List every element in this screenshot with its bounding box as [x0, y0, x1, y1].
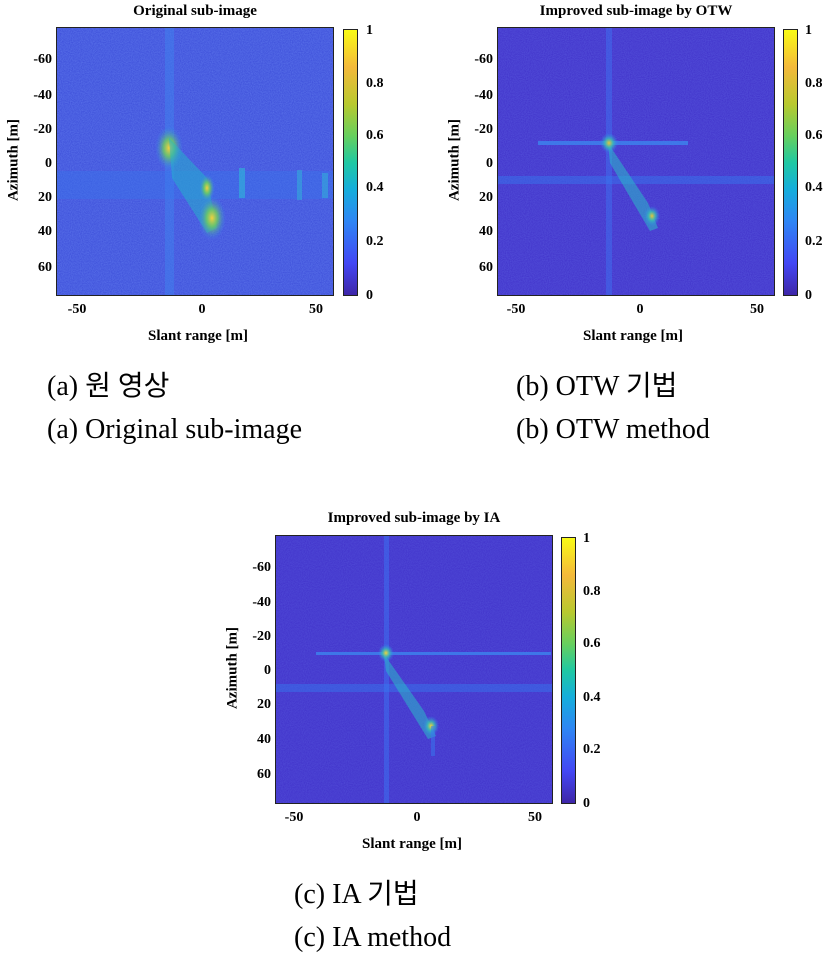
x-tick: 50: [309, 302, 323, 317]
x-tick: 50: [750, 302, 764, 317]
colorbar-tick: 0.6: [583, 636, 601, 651]
colorbar-tick: 0.8: [583, 584, 601, 599]
y-tick: 20: [38, 190, 52, 205]
colorbar-tick: 0: [805, 288, 812, 303]
y-tick: 40: [479, 224, 493, 239]
plot-title: Original sub-image: [133, 3, 257, 19]
sar-image-canvas: [498, 28, 774, 295]
colorbar-tick: 0.4: [805, 180, 823, 195]
colorbar-tick: 0.4: [366, 180, 384, 195]
caption-korean: (a) 원 영상: [47, 371, 170, 402]
colorbar-tick: 0.2: [805, 234, 823, 249]
y-axis-label: Azimuth [m]: [5, 118, 22, 202]
x-tick: 0: [198, 302, 206, 317]
colorbar-tick: 0: [583, 796, 590, 811]
colorbar-tick: 1: [805, 23, 812, 38]
x-tick: -50: [284, 810, 304, 825]
colorbar: [343, 29, 358, 296]
y-tick: 0: [486, 156, 493, 171]
colorbar-tick: 0.8: [805, 76, 823, 91]
x-axis-label: Slant range [m]: [583, 328, 683, 344]
y-tick: -60: [252, 560, 271, 575]
sar-image-original: [56, 27, 334, 296]
y-tick: 40: [38, 224, 52, 239]
y-tick: 60: [38, 260, 52, 275]
x-tick: 0: [413, 810, 421, 825]
y-axis-label: Azimuth [m]: [446, 118, 463, 202]
sar-image-canvas: [57, 28, 333, 295]
colorbar-tick: 0.2: [583, 742, 601, 757]
colorbar-tick: 0.8: [366, 76, 384, 91]
y-tick: -40: [474, 88, 493, 103]
y-tick: 60: [479, 260, 493, 275]
colorbar-tick: 0.6: [366, 128, 384, 143]
y-tick: -40: [33, 88, 52, 103]
sar-image-otw: [497, 27, 775, 296]
plot-title: Improved sub-image by IA: [327, 510, 501, 526]
x-tick: 50: [528, 810, 542, 825]
y-tick: 0: [45, 156, 52, 171]
y-tick: 0: [264, 663, 271, 678]
y-axis-label: Azimuth [m]: [224, 626, 241, 710]
caption-korean: (c) IA 기법: [294, 879, 419, 910]
colorbar-tick: 0.4: [583, 690, 601, 705]
colorbar: [783, 29, 798, 296]
caption-english: (c) IA method: [294, 922, 452, 953]
y-tick: 60: [257, 767, 271, 782]
y-tick: 40: [257, 732, 271, 747]
caption-english: (b) OTW method: [516, 414, 710, 445]
y-tick: -20: [33, 122, 52, 137]
colorbar-tick: 1: [583, 531, 590, 546]
caption-korean: (b) OTW 기법: [516, 371, 678, 402]
x-tick: -50: [67, 302, 87, 317]
x-axis-label: Slant range [m]: [362, 836, 462, 852]
x-tick: 0: [636, 302, 644, 317]
y-tick: -40: [252, 595, 271, 610]
plot-title: Improved sub-image by OTW: [539, 3, 733, 19]
colorbar-tick: 0.2: [366, 234, 384, 249]
x-tick: -50: [506, 302, 526, 317]
colorbar-tick: 1: [366, 23, 373, 38]
colorbar-tick: 0.6: [805, 128, 823, 143]
caption-english: (a) Original sub-image: [47, 414, 303, 445]
colorbar: [561, 537, 576, 804]
sar-image-ia: [275, 535, 553, 804]
x-axis-label: Slant range [m]: [148, 328, 248, 344]
sar-image-canvas: [276, 536, 552, 803]
colorbar-tick: 0: [366, 288, 373, 303]
y-tick: -20: [252, 629, 271, 644]
y-tick: -20: [474, 122, 493, 137]
y-tick: 20: [479, 190, 493, 205]
y-tick: -60: [33, 52, 52, 67]
y-tick: 20: [257, 697, 271, 712]
y-tick: -60: [474, 52, 493, 67]
